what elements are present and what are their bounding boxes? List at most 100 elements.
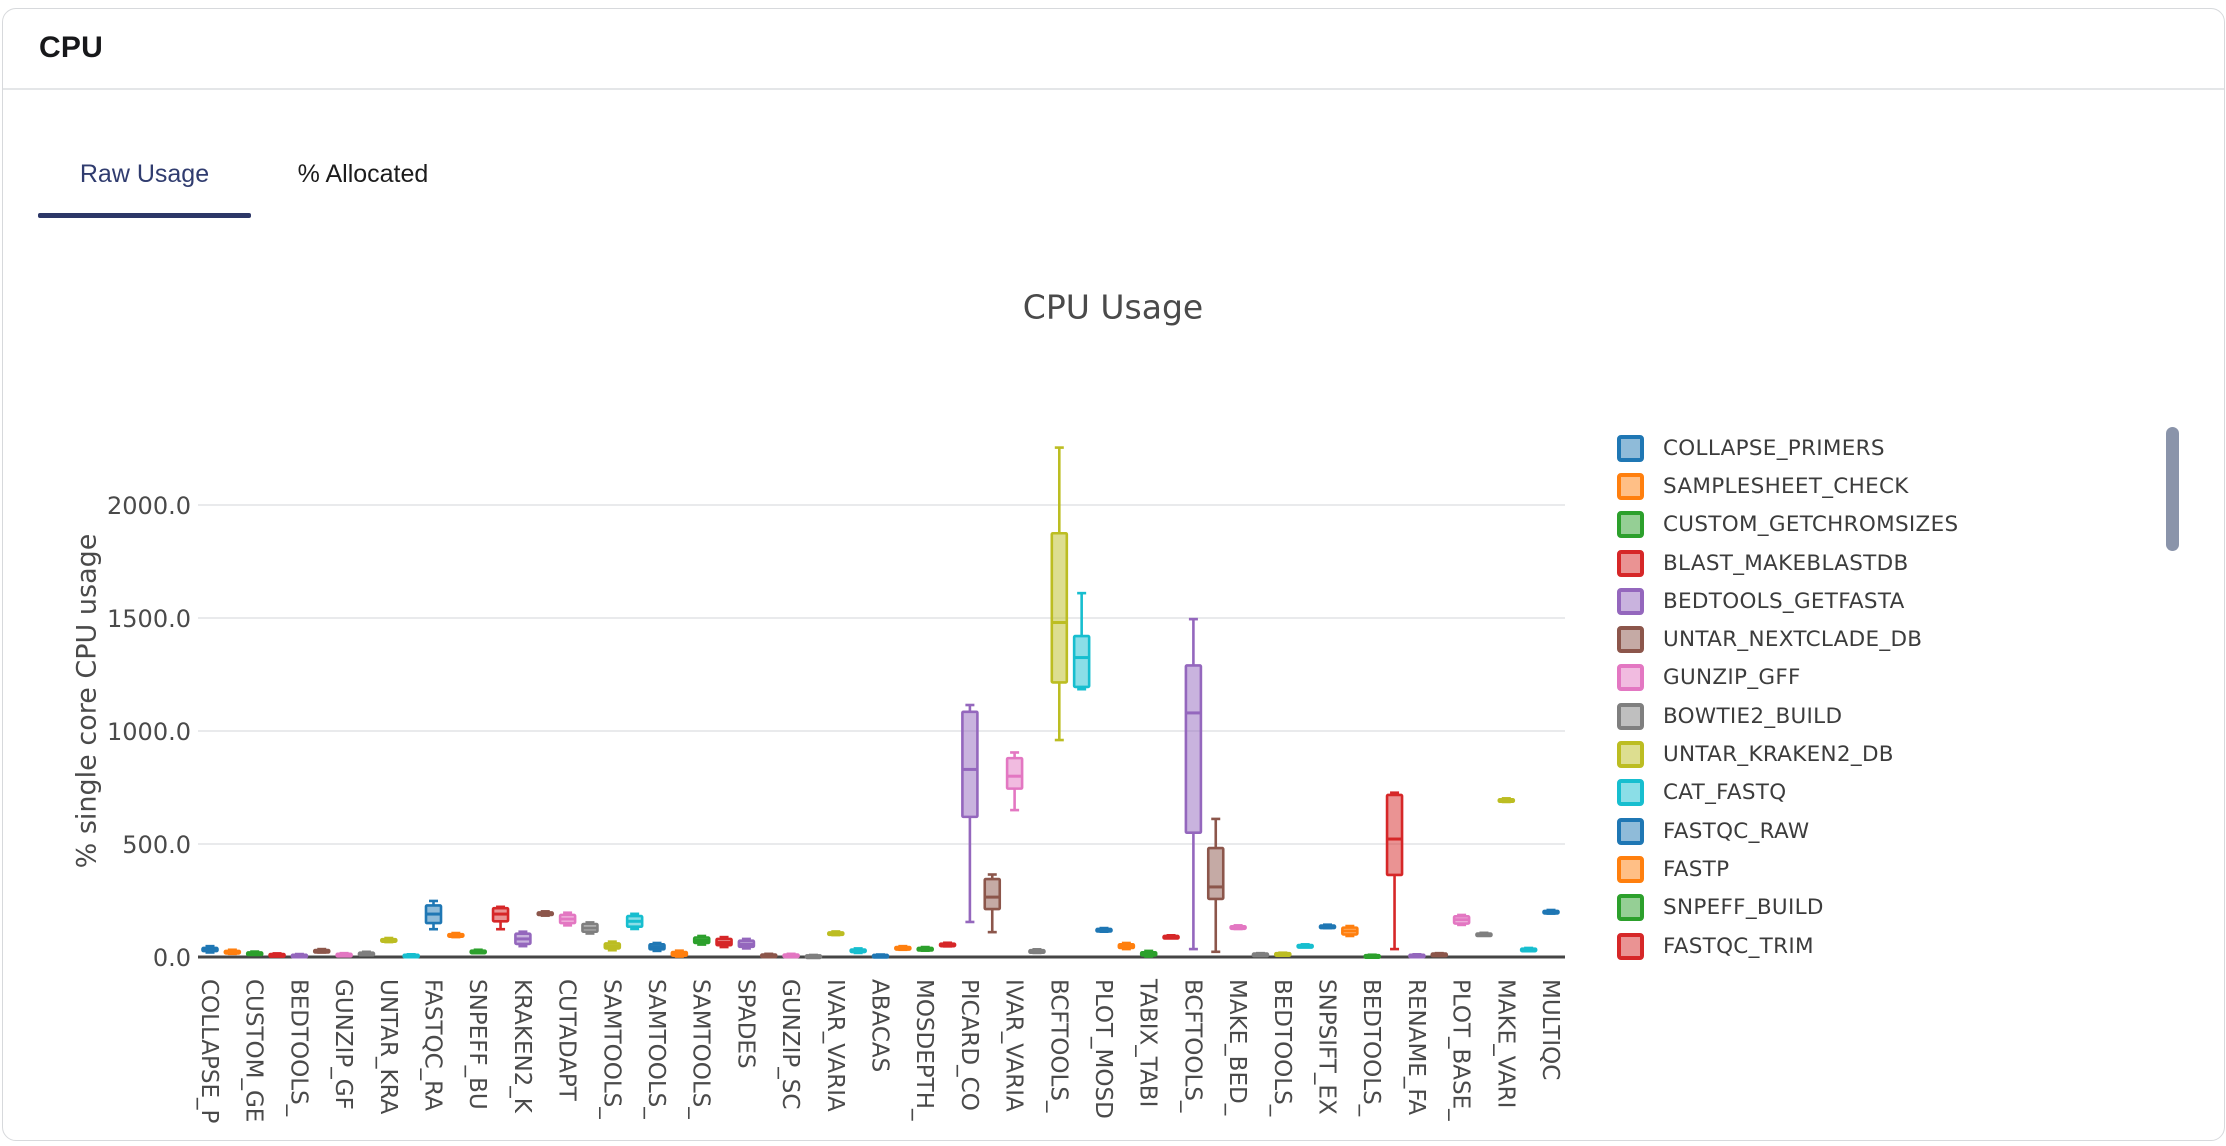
tab-raw-usage[interactable]: Raw Usage <box>79 160 210 188</box>
legend-item-FASTP[interactable]: FASTP <box>1609 850 2154 888</box>
legend-item-SAMPLESHEET_CHECK[interactable]: SAMPLESHEET_CHECK <box>1609 467 2154 505</box>
box-plot-series-18[interactable] <box>581 921 599 935</box>
x-tick-label-MOSDEPTH_: MOSDEPTH_ <box>911 979 937 1121</box>
box-plot-GUNZIP_SC[interactable] <box>782 952 800 959</box>
box-plot-MAKE_VARI[interactable] <box>1497 797 1516 804</box>
box-plot-FASTQC_RA[interactable] <box>424 899 443 931</box>
box-plot-series-14[interactable] <box>491 905 510 931</box>
box-plot-IVAR_VARIA[interactable] <box>1005 751 1024 812</box>
legend-item-UNTAR_KRAKEN2_DB[interactable]: UNTAR_KRAKEN2_DB <box>1609 735 2154 773</box>
legend-item-CAT_FASTQ[interactable]: CAT_FASTQ <box>1609 774 2154 812</box>
box-plot-series-30[interactable] <box>849 947 867 955</box>
legend-item-FASTQC_TRIM[interactable]: FASTQC_TRIM <box>1609 927 2154 965</box>
x-tick-label-ABACAS: ABACAS <box>867 979 893 1072</box>
box-plot-PICARD_CO[interactable] <box>961 703 979 924</box>
legend-item-BEDTOOLS_GETFASTA[interactable]: BEDTOOLS_GETFASTA <box>1609 582 2154 620</box>
box-plot-BCFTOOLS_[interactable] <box>1050 446 1069 742</box>
box-plot-SPADES[interactable] <box>737 937 756 950</box>
box-plot-RENAME_FA[interactable] <box>1408 952 1426 959</box>
box-plot-series-42[interactable] <box>1117 941 1136 951</box>
legend-item-label: SAMPLESHEET_CHECK <box>1663 473 1909 499</box>
box-plot-series-32[interactable] <box>894 944 912 952</box>
legend-item-label: BEDTOOLS_GETFASTA <box>1663 588 1905 614</box>
box-plot-MAKE_BED_[interactable] <box>1229 924 1247 931</box>
x-tick-label-MAKE_BED_: MAKE_BED_ <box>1224 979 1250 1116</box>
box-plot-BEDTOOLS_[interactable] <box>1274 951 1292 957</box>
box-plot-series-2[interactable] <box>223 948 242 956</box>
box-plot-series-52[interactable] <box>1341 924 1359 938</box>
cpu-card: CPU Raw Usage % Allocated CPU Usage % si… <box>2 8 2225 1141</box>
box-plot-COLLAPSE_P[interactable] <box>201 944 219 954</box>
page-title: CPU <box>39 31 103 64</box>
box-plot-GUNZIP_GF[interactable] <box>335 951 353 958</box>
x-tick-label-SNPSIFT_EX: SNPSIFT_EX <box>1314 979 1340 1115</box>
x-tick-label-RENAME_FA: RENAME_FA <box>1403 979 1429 1115</box>
box-plot-series-38[interactable] <box>1028 948 1046 955</box>
box-plot-series-44[interactable] <box>1162 934 1180 940</box>
box-plot-series-60[interactable] <box>1519 946 1538 953</box>
box-plot-series-4[interactable] <box>268 952 286 958</box>
x-tick-label-PLOT_BASE_: PLOT_BASE_ <box>1448 979 1474 1121</box>
box-plot-series-26[interactable] <box>759 952 778 959</box>
box-plot-series-6[interactable] <box>312 947 331 954</box>
box-plot-TABIX_TABI[interactable] <box>1139 949 1158 958</box>
box-plot-IVAR_VARIA[interactable] <box>826 930 845 937</box>
legend-swatch-icon <box>1617 894 1644 922</box>
box-plot-BEDTOOLS_[interactable] <box>1363 953 1381 959</box>
box-plot-series-16[interactable] <box>536 910 555 917</box>
box-plot-series-10[interactable] <box>402 952 420 959</box>
box-plot-MOSDEPTH_[interactable] <box>916 945 935 952</box>
x-tick-label-SPADES: SPADES <box>732 979 758 1069</box>
box-plot-PLOT_BASE_[interactable] <box>1452 913 1471 927</box>
box-plot-PLOT_MOSD[interactable] <box>1095 926 1113 933</box>
box-plot-BCFTOOLS_[interactable] <box>1184 617 1203 951</box>
x-tick-label-SNPEFF_BU: SNPEFF_BU <box>464 979 490 1110</box>
legend-item-BOWTIE2_BUILD[interactable]: BOWTIE2_BUILD <box>1609 697 2154 735</box>
box-plot-UNTAR_KRA[interactable] <box>379 936 398 944</box>
legend-scrollbar-thumb[interactable] <box>2166 427 2179 551</box>
box-plot-SAMTOOLS_[interactable] <box>692 934 711 946</box>
legend-item-GUNZIP_GFF[interactable]: GUNZIP_GFF <box>1609 659 2154 697</box>
box-plot-MULTIQC[interactable] <box>1542 908 1560 915</box>
legend-item-SNPEFF_BUILD[interactable]: SNPEFF_BUILD <box>1609 889 2154 927</box>
box-plot-series-48[interactable] <box>1251 951 1270 958</box>
box-plot-SNPEFF_BU[interactable] <box>469 948 488 955</box>
y-tick-label-0: 0.0 <box>153 944 191 972</box>
box-plot-BEDTOOLS_[interactable] <box>290 952 309 959</box>
box-plot-series-28[interactable] <box>804 953 823 960</box>
box-plot-series-20[interactable] <box>625 912 644 931</box>
legend-item-label: SNPEFF_BUILD <box>1663 895 1824 921</box>
box-plot-series-8[interactable] <box>357 950 376 957</box>
y-tick-label-1500: 1500.0 <box>107 605 191 633</box>
box-plot-ABACAS[interactable] <box>871 953 890 959</box>
box-plot-series-50[interactable] <box>1296 943 1314 949</box>
box-plot-series-46[interactable] <box>1206 817 1225 954</box>
box-plot-series-34[interactable] <box>938 941 957 948</box>
tab-percent-allocated[interactable]: % Allocated <box>297 160 429 188</box>
box-plot-series-22[interactable] <box>670 949 689 958</box>
legend-swatch-icon <box>1617 741 1644 769</box>
box-plot-CUSTOM_GE[interactable] <box>245 950 264 957</box>
box-plot-SAMTOOLS_[interactable] <box>648 941 666 953</box>
legend-item-FASTQC_RAW[interactable]: FASTQC_RAW <box>1609 812 2154 850</box>
x-tick-label-BCFTOOLS_: BCFTOOLS_ <box>1045 979 1071 1113</box>
box-plot-KRAKEN2_K[interactable] <box>514 930 532 948</box>
legend-item-BLAST_MAKEBLASTDB[interactable]: BLAST_MAKEBLASTDB <box>1609 544 2154 582</box>
x-tick-label-COLLAPSE_P: COLLAPSE_P <box>196 979 222 1124</box>
box-plot-series-36[interactable] <box>983 873 1002 934</box>
box-plot-series-24[interactable] <box>715 935 733 949</box>
x-tick-label-BCFTOOLS_: BCFTOOLS_ <box>1179 979 1205 1113</box>
legend-item-COLLAPSE_PRIMERS[interactable]: COLLAPSE_PRIMERS <box>1609 429 2154 467</box>
legend-item-UNTAR_NEXTCLADE_DB[interactable]: UNTAR_NEXTCLADE_DB <box>1609 620 2154 658</box>
box-plot-series-58[interactable] <box>1475 931 1493 938</box>
box-plot-series-40[interactable] <box>1072 591 1091 691</box>
box-plot-CUTADAPT[interactable] <box>558 911 577 927</box>
legend-item-CUSTOM_GETCHROMSIZES[interactable]: CUSTOM_GETCHROMSIZES <box>1609 506 2154 544</box>
box-plot-series-12[interactable] <box>447 931 465 939</box>
box-plot-series-56[interactable] <box>1430 951 1449 958</box>
cpu-usage-boxplot[interactable]: 0.0 500.0 1000.0 1500.0 2000.0 COLLAPSE_P CUST… <box>3 9 2225 1141</box>
box-plot-SNPSIFT_EX[interactable] <box>1318 923 1337 930</box>
box-plot-SAMTOOLS_[interactable] <box>603 940 622 952</box>
box-plot-series-54[interactable] <box>1385 791 1404 951</box>
